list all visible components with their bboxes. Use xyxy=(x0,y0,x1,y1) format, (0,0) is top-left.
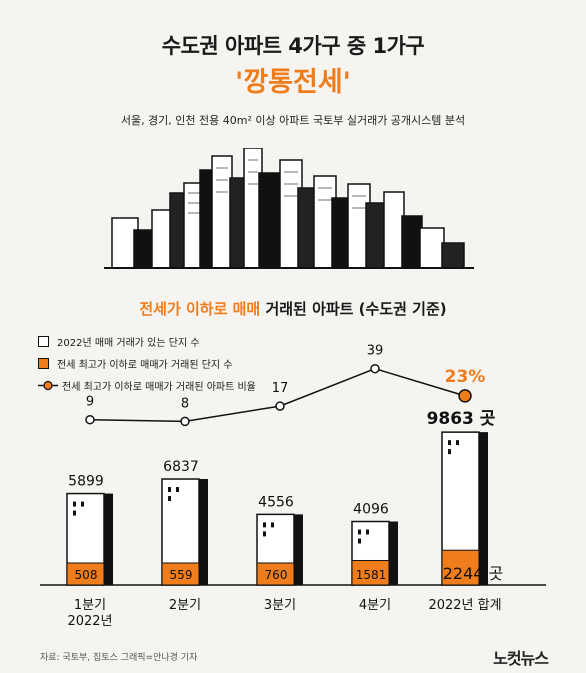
bar-below-jeonse xyxy=(441,549,480,586)
total-value-label: 6837 xyxy=(163,459,199,475)
category-label: 1분기 xyxy=(74,598,106,613)
building-window xyxy=(176,487,179,493)
legend-item-ratio: 전세 최고가 이하로 매매가 거래된 아파트 비율 xyxy=(38,374,256,396)
below-value-label: 760 xyxy=(265,568,288,582)
bar-shadow xyxy=(294,514,303,585)
bar-below-jeonse xyxy=(66,562,105,586)
total-value-label: 5899 xyxy=(68,474,104,490)
category-label: 4분기 xyxy=(359,598,391,613)
page-headline: '깡통전세' xyxy=(235,67,351,98)
bar-below-jeonse xyxy=(351,559,390,586)
page-title: 수도권 아파트 4가구 중 1가구 xyxy=(161,34,425,58)
building-window xyxy=(448,440,451,446)
category-label: 2분기 xyxy=(169,598,201,613)
legend-item-below-jeonse: 전세 최고가 이하로 매매가 거래된 단지 수 xyxy=(38,352,256,374)
ratio-point xyxy=(180,416,190,427)
building-window xyxy=(263,531,266,537)
ratio-value-label: 17 xyxy=(272,381,289,396)
source-note: 자료: 국토부, 집토스 그래픽=안나경 기자 xyxy=(40,653,198,663)
ratio-value-label: 39 xyxy=(367,344,384,359)
ratio-value-label: 8 xyxy=(181,396,189,411)
building-window xyxy=(168,496,171,502)
ratio-point xyxy=(85,414,95,425)
building-window xyxy=(358,529,361,535)
ratio-value-label: 23% xyxy=(445,367,486,387)
page-subtitle: 서울, 경기, 인천 전용 40m² 이상 아파트 국토부 실거래가 공개시스템… xyxy=(120,114,466,127)
building-window xyxy=(73,510,76,516)
building-window xyxy=(366,529,369,535)
building-window xyxy=(358,538,361,544)
below-value-label: 2244 곳 xyxy=(443,564,504,583)
legend-item-complexes: 2022년 매매 거래가 있는 단지 수 xyxy=(38,330,256,352)
below-value-label: 559 xyxy=(170,568,193,582)
city-skyline-illustration xyxy=(104,148,474,269)
legend-swatch-orange xyxy=(38,357,49,369)
bar-shadow xyxy=(104,493,113,585)
category-label: 2022년 xyxy=(67,614,112,629)
bar-below-jeonse xyxy=(161,562,200,586)
ratio-value-label: 9 xyxy=(86,395,94,410)
bar-shadow xyxy=(389,521,398,585)
bar-below-jeonse xyxy=(256,562,295,586)
total-value-label: 4096 xyxy=(353,502,389,518)
total-value-label: 4556 xyxy=(258,494,294,510)
legend-label: 전세 최고가 이하로 매매가 거래된 단지 수 xyxy=(57,359,233,371)
chart-title: 전세가 이하로 매매 거래된 아파트 (수도권 기준) xyxy=(0,298,586,319)
ratio-point xyxy=(458,389,472,403)
below-value-label: 1581 xyxy=(356,568,387,582)
legend-swatch-line xyxy=(38,380,58,390)
legend-swatch-white xyxy=(38,335,49,347)
legend: 2022년 매매 거래가 있는 단지 수 전세 최고가 이하로 매매가 거래된 … xyxy=(38,330,256,396)
chart-title-rest: 거래된 아파트 (수도권 기준) xyxy=(260,300,447,318)
category-label: 2022년 합계 xyxy=(428,598,501,613)
legend-label: 전세 최고가 이하로 매매가 거래된 아파트 비율 xyxy=(62,381,256,393)
building-window xyxy=(456,440,459,446)
ratio-point xyxy=(275,401,285,411)
building-window xyxy=(448,449,451,455)
ratio-point xyxy=(370,363,380,374)
building-window xyxy=(73,501,76,507)
chart-title-highlight: 전세가 이하로 매매 xyxy=(139,300,261,318)
building-window xyxy=(81,501,84,507)
total-value-label: 9863 곳 xyxy=(427,409,496,429)
category-label: 3분기 xyxy=(264,598,296,613)
legend-label: 2022년 매매 거래가 있는 단지 수 xyxy=(57,337,200,349)
below-value-label: 508 xyxy=(75,568,98,582)
bar-shadow xyxy=(479,432,488,585)
building-window xyxy=(263,522,266,528)
building-window xyxy=(271,522,274,528)
building-window xyxy=(168,487,171,493)
bar-shadow xyxy=(199,479,208,585)
publisher-logo: 노컷뉴스 xyxy=(493,649,549,668)
